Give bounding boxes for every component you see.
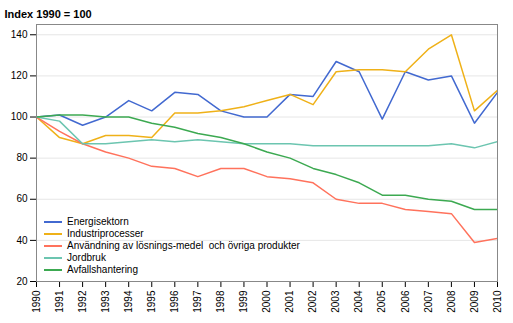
svg-text:2001: 2001 xyxy=(284,290,295,313)
svg-text:60: 60 xyxy=(16,193,28,204)
svg-text:2010: 2010 xyxy=(492,290,503,313)
svg-text:1992: 1992 xyxy=(77,290,88,313)
svg-text:2003: 2003 xyxy=(330,290,341,313)
html-text:Industriprocesser: Industriprocesser xyxy=(67,228,144,239)
svg-text:100: 100 xyxy=(11,111,28,122)
svg-text:2002: 2002 xyxy=(307,290,318,313)
svg-text:40: 40 xyxy=(16,235,28,246)
html-text:Jordbruk: Jordbruk xyxy=(67,252,106,263)
svg-text:1997: 1997 xyxy=(192,290,203,313)
svg-text:120: 120 xyxy=(11,70,28,81)
svg-text:1998: 1998 xyxy=(215,290,226,313)
svg-text:1991: 1991 xyxy=(54,290,65,313)
svg-text:2008: 2008 xyxy=(446,290,457,313)
html-text:Avfallshantering: Avfallshantering xyxy=(67,264,138,275)
svg-text:140: 140 xyxy=(11,29,28,40)
svg-text:Index 1990 = 100: Index 1990 = 100 xyxy=(5,8,92,20)
svg-text:2009: 2009 xyxy=(469,290,480,313)
svg-text:1995: 1995 xyxy=(146,290,157,313)
svg-text:2007: 2007 xyxy=(423,290,434,313)
svg-text:1999: 1999 xyxy=(238,290,249,313)
html-text:Energisektorn: Energisektorn xyxy=(67,216,129,227)
svg-text:1996: 1996 xyxy=(169,290,180,313)
svg-text:2000: 2000 xyxy=(261,290,272,313)
svg-text:1990: 1990 xyxy=(31,290,42,313)
svg-text:2005: 2005 xyxy=(376,290,387,313)
html-text:Användning av lösnings-medel o: Användning av lösnings-medel och övriga … xyxy=(67,240,300,251)
svg-text:1994: 1994 xyxy=(123,290,134,313)
svg-text:2006: 2006 xyxy=(400,290,411,313)
svg-text:80: 80 xyxy=(16,152,28,163)
svg-text:20: 20 xyxy=(16,276,28,287)
svg-text:1993: 1993 xyxy=(100,290,111,313)
svg-text:2004: 2004 xyxy=(353,290,364,313)
